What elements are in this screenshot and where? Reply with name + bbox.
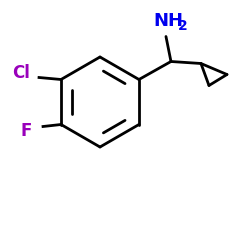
Text: 2: 2: [178, 18, 188, 32]
Text: NH: NH: [153, 12, 183, 30]
Text: F: F: [21, 122, 32, 140]
Text: Cl: Cl: [12, 64, 30, 82]
